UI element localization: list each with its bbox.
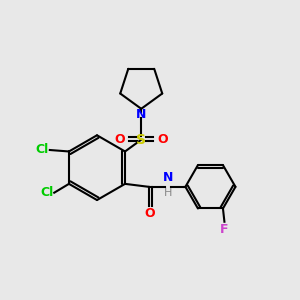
- Text: O: O: [157, 133, 168, 146]
- Text: O: O: [115, 133, 125, 146]
- Text: S: S: [136, 133, 146, 147]
- Text: Cl: Cl: [36, 143, 49, 157]
- Text: Cl: Cl: [40, 186, 53, 199]
- Text: N: N: [163, 171, 173, 184]
- Text: N: N: [136, 108, 146, 121]
- Text: H: H: [164, 188, 172, 198]
- Text: O: O: [145, 207, 155, 220]
- Text: F: F: [220, 223, 229, 236]
